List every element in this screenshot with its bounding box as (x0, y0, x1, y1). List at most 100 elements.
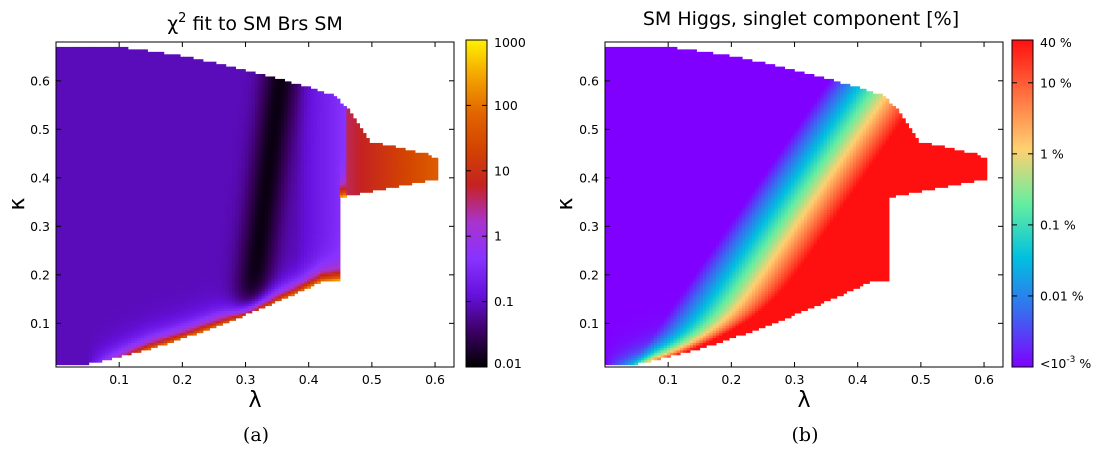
heatmap-cell (75, 315, 80, 319)
heatmap-cell (91, 298, 96, 302)
heatmap-cell (101, 140, 106, 144)
heatmap-cell (69, 150, 73, 154)
heatmap-cell (160, 236, 165, 240)
heatmap-cell (157, 174, 161, 179)
heatmap-cell (127, 344, 132, 348)
heatmap-cell (85, 150, 90, 154)
heatmap-cell (166, 182, 171, 186)
heatmap-cell (183, 268, 188, 272)
heatmap-cell (104, 295, 109, 299)
heatmap-cell (163, 64, 168, 68)
heatmap-cell (85, 231, 90, 235)
heatmap-cell (72, 54, 77, 58)
heatmap-cell (160, 214, 165, 218)
heatmap-cell (147, 140, 152, 144)
heatmap-cell (69, 342, 73, 346)
heatmap-cell (88, 103, 93, 107)
heatmap-cell (98, 211, 103, 215)
heatmap-cell (124, 152, 129, 156)
heatmap-cell (137, 298, 142, 302)
heatmap-cell (59, 66, 64, 70)
heatmap-cell (82, 54, 86, 58)
heatmap-cell (72, 283, 77, 287)
heatmap-cell (160, 93, 165, 97)
heatmap-cell (98, 76, 103, 80)
heatmap-cell (72, 300, 77, 304)
heatmap-cell (140, 298, 145, 302)
heatmap-cell (176, 275, 181, 279)
heatmap-cell (131, 194, 135, 198)
heatmap-cell (137, 106, 142, 110)
heatmap-cell (127, 256, 132, 260)
heatmap-cell (173, 83, 178, 87)
heatmap-cell (95, 88, 100, 92)
heatmap-cell (147, 101, 152, 105)
heatmap-cell (56, 209, 60, 213)
heatmap-cell (98, 69, 103, 73)
heatmap-cell (186, 248, 191, 252)
heatmap-cell (137, 312, 142, 316)
heatmap-cell (104, 170, 109, 174)
heatmap-cell (121, 125, 126, 129)
heatmap-cell (62, 263, 67, 267)
heatmap-cell (134, 197, 139, 201)
heatmap-cell (170, 293, 175, 297)
heatmap-cell (91, 334, 96, 339)
heatmap-cell (101, 258, 106, 262)
heatmap-cell (82, 138, 86, 142)
heatmap-cell (157, 54, 161, 58)
heatmap-cell (140, 140, 145, 144)
heatmap-cell (134, 179, 139, 183)
heatmap-cell (88, 93, 93, 97)
heatmap-cell (75, 120, 80, 124)
heatmap-cell (131, 106, 135, 110)
heatmap-cell (170, 238, 175, 243)
heatmap-cell (176, 130, 181, 134)
heatmap-cell (85, 71, 90, 75)
heatmap-cell (121, 81, 126, 85)
heatmap-cell (163, 256, 168, 260)
heatmap-cell (170, 59, 175, 63)
heatmap-cell (59, 214, 64, 218)
heatmap-cell (134, 236, 139, 240)
heatmap-cell (69, 241, 73, 245)
heatmap-cell (91, 192, 96, 196)
heatmap-cell (85, 157, 90, 161)
heatmap-cell (173, 110, 178, 114)
heatmap-cell (59, 184, 64, 188)
heatmap-cell (121, 64, 126, 68)
heatmap-cell (121, 66, 126, 70)
heatmap-cell (59, 142, 64, 147)
heatmap-cell (166, 330, 171, 334)
heatmap-cell (78, 113, 83, 117)
heatmap-cell (62, 142, 67, 147)
heatmap-cell (150, 342, 155, 346)
heatmap-cell (183, 231, 188, 235)
heatmap-cell (160, 322, 165, 326)
heatmap-cell (144, 229, 148, 233)
heatmap-cell (160, 199, 165, 203)
heatmap-cell (91, 238, 96, 243)
heatmap-cell (127, 293, 132, 297)
heatmap-cell (72, 224, 77, 228)
heatmap-cell (78, 332, 83, 336)
heatmap-cell (170, 179, 175, 183)
heatmap-cell (173, 224, 178, 228)
heatmap-cell (101, 64, 106, 68)
heatmap-cell (88, 273, 93, 277)
heatmap-cell (91, 133, 96, 137)
heatmap-cell (95, 91, 100, 95)
heatmap-cell (140, 317, 145, 321)
heatmap-cell (176, 310, 181, 314)
heatmap-cell (59, 298, 64, 302)
heatmap-cell (111, 204, 116, 208)
heatmap-cell (153, 197, 158, 201)
heatmap-cell (160, 147, 165, 151)
heatmap-cell (183, 160, 188, 164)
heatmap-cell (153, 189, 158, 193)
heatmap-cell (176, 197, 181, 201)
heatmap-cell (111, 268, 116, 272)
heatmap-cell (160, 209, 165, 213)
heatmap-cell (150, 344, 155, 348)
heatmap-cell (108, 61, 113, 65)
